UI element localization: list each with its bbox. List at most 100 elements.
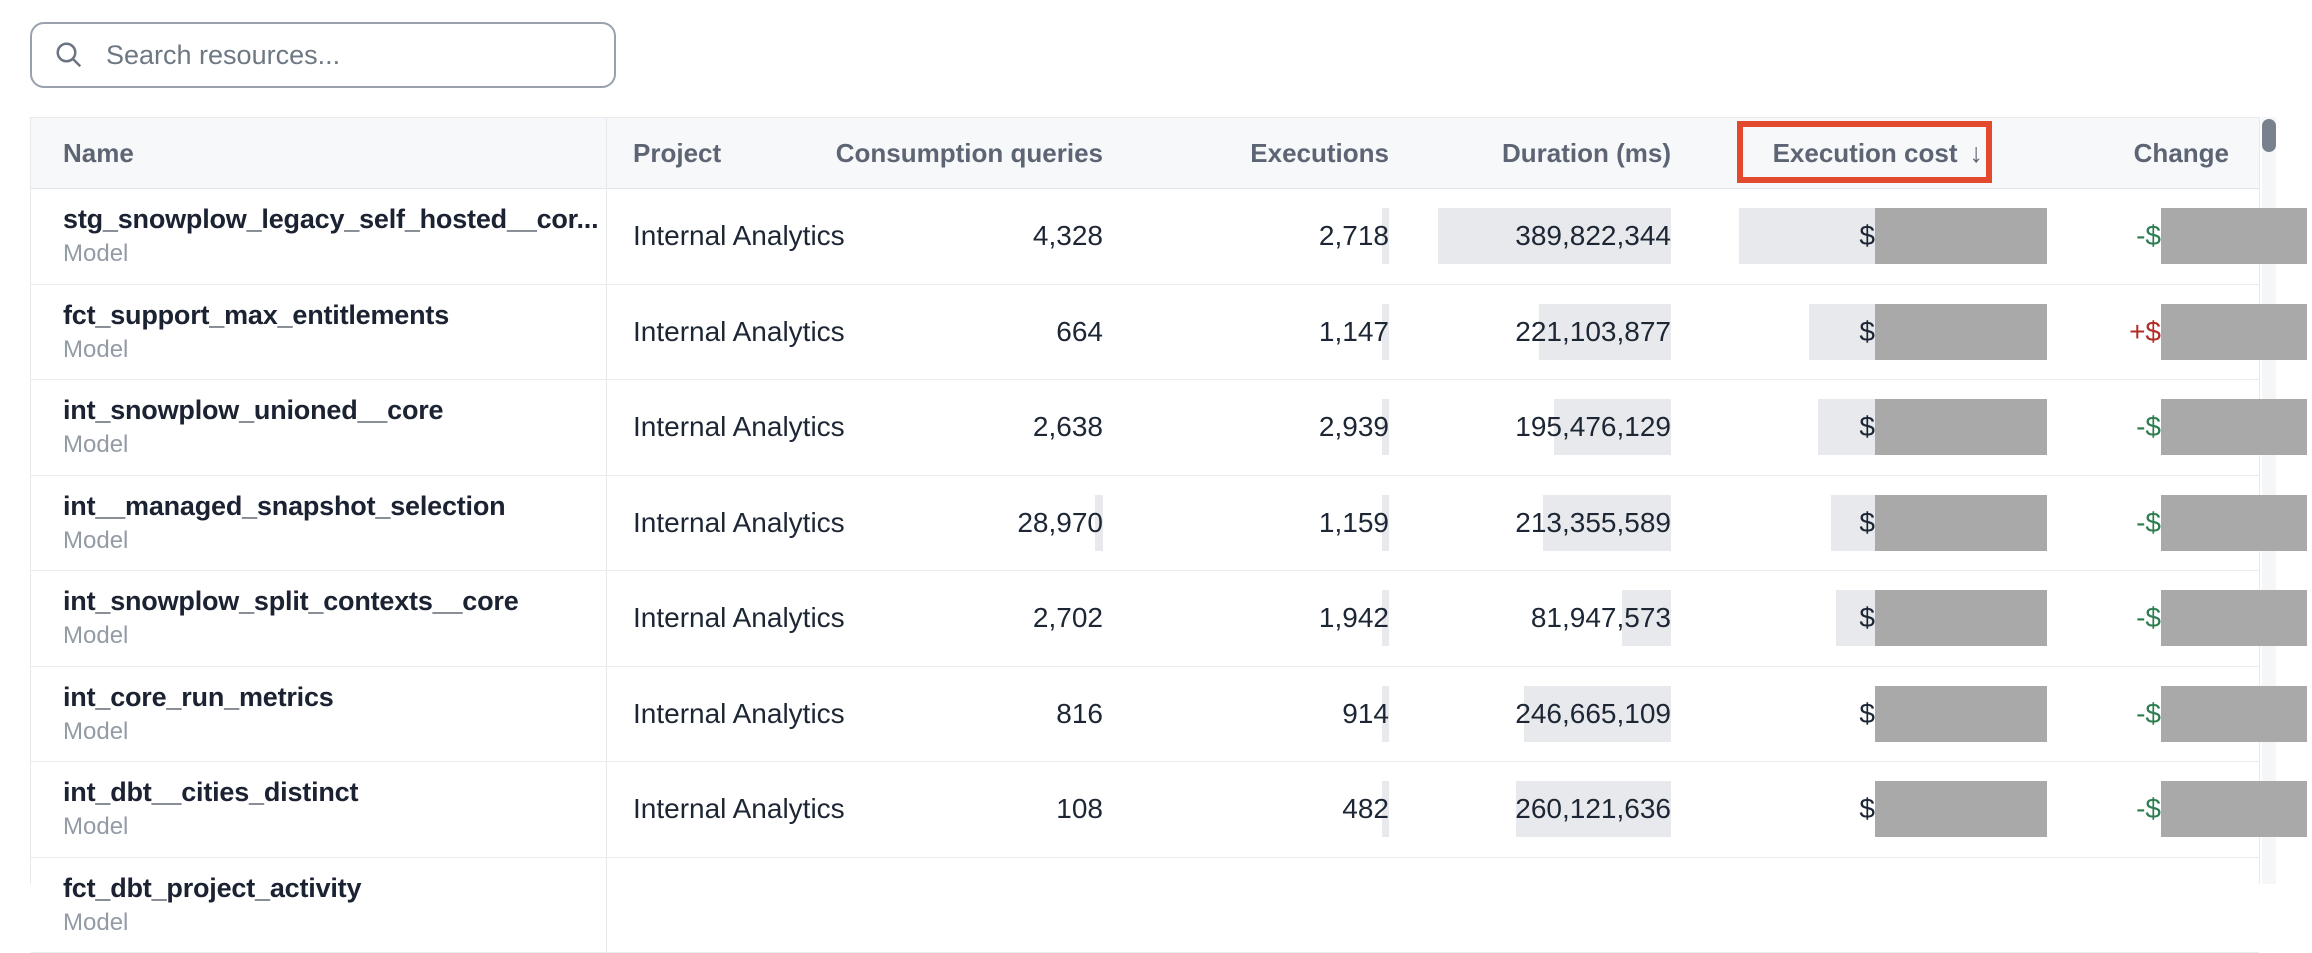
currency-prefix: $ <box>1859 602 1875 634</box>
cell-value: 28,970 <box>1017 507 1103 539</box>
project-cell: Internal Analytics <box>607 476 791 571</box>
column-header-consumption[interactable]: Consumption queries <box>791 118 1103 188</box>
cell-value: 816 <box>1056 698 1103 730</box>
resource-name-link[interactable]: int_snowplow_unioned__core <box>63 393 443 427</box>
duration-cell: 389,822,344 <box>1389 189 1671 284</box>
resource-type-label: Model <box>63 621 128 651</box>
resource-name-link[interactable]: fct_dbt_project_activity <box>63 871 361 905</box>
currency-prefix: $ <box>1859 411 1875 443</box>
column-header-label: Name <box>63 138 134 169</box>
execution-cost-cell: $ <box>1671 571 2047 666</box>
consumption-queries-cell <box>791 858 1103 953</box>
column-header-label: Consumption queries <box>836 138 1103 169</box>
table-header: Name Project Consumption queries Executions… <box>31 118 2259 189</box>
change-sign: +$ <box>2129 316 2161 348</box>
resource-name-link[interactable]: fct_support_max_entitlements <box>63 298 449 332</box>
currency-prefix: $ <box>1859 316 1875 348</box>
column-header-duration[interactable]: Duration (ms) <box>1389 118 1671 188</box>
execution-cost-cell: $ <box>1671 189 2047 284</box>
redaction-box <box>1875 781 2047 837</box>
redaction-box <box>1875 495 2047 551</box>
resource-type-label: Model <box>63 239 128 269</box>
consumption-queries-cell: 4,328 <box>791 189 1103 284</box>
column-header-change[interactable]: Change <box>2047 118 2261 188</box>
consumption-queries-cell: 664 <box>791 285 1103 380</box>
table-row[interactable]: stg_snowplow_legacy_self_hosted__cor...M… <box>31 189 2259 285</box>
redaction-box <box>2161 686 2307 742</box>
consumption-queries-cell: 28,970 <box>791 476 1103 571</box>
execution-cost-cell <box>1671 858 2047 953</box>
redaction-box <box>2161 304 2307 360</box>
redaction-box <box>1875 304 2047 360</box>
change-cell: -$ <box>2047 476 2261 571</box>
executions-cell: 2,939 <box>1103 380 1389 475</box>
cell-value: 195,476,129 <box>1515 411 1671 443</box>
redaction-box <box>1875 686 2047 742</box>
duration-cell <box>1389 858 1671 953</box>
resource-type-label: Model <box>63 430 128 460</box>
change-cell: -$ <box>2047 189 2261 284</box>
cell-value: 2,939 <box>1319 411 1389 443</box>
cell-value: 81,947,573 <box>1531 602 1671 634</box>
executions-cell: 1,942 <box>1103 571 1389 666</box>
currency-prefix: $ <box>1859 507 1875 539</box>
change-cell <box>2047 858 2261 953</box>
duration-cell: 246,665,109 <box>1389 667 1671 762</box>
cell-value: 246,665,109 <box>1515 698 1671 730</box>
heatmap-bar <box>1739 208 1875 264</box>
change-cell: -$ <box>2047 762 2261 857</box>
resource-name-link[interactable]: int__managed_snapshot_selection <box>63 489 505 523</box>
change-sign: -$ <box>2136 602 2161 634</box>
resource-type-label: Model <box>63 812 128 842</box>
resource-name-link[interactable]: int_core_run_metrics <box>63 680 334 714</box>
sort-descending-icon: ↓ <box>1970 138 1984 169</box>
resource-type-label: Model <box>63 335 128 365</box>
resource-type-label: Model <box>63 717 128 747</box>
consumption-queries-cell: 108 <box>791 762 1103 857</box>
resource-name-link[interactable]: int_snowplow_split_contexts__core <box>63 584 519 618</box>
executions-cell <box>1103 858 1389 953</box>
redaction-box <box>2161 495 2307 551</box>
duration-cell: 195,476,129 <box>1389 380 1671 475</box>
consumption-queries-cell: 816 <box>791 667 1103 762</box>
column-header-cost[interactable]: Execution cost↓ <box>1671 118 2047 188</box>
column-header-name[interactable]: Name <box>31 118 607 188</box>
change-sign: -$ <box>2136 698 2161 730</box>
cell-value: 914 <box>1342 698 1389 730</box>
execution-cost-cell: $ <box>1671 476 2047 571</box>
column-header-label: Executions <box>1250 138 1389 169</box>
column-header-executions[interactable]: Executions <box>1103 118 1389 188</box>
project-cell: Internal Analytics <box>607 189 791 284</box>
search-icon <box>54 40 84 70</box>
scrollbar-thumb[interactable] <box>2262 119 2276 152</box>
search-input[interactable] <box>104 39 596 72</box>
search-box[interactable] <box>30 22 616 88</box>
column-header-project[interactable]: Project <box>607 118 791 188</box>
name-cell: stg_snowplow_legacy_self_hosted__cor...M… <box>31 189 607 284</box>
resource-name-link[interactable]: int_dbt__cities_distinct <box>63 775 358 809</box>
cell-value: 108 <box>1056 793 1103 825</box>
resource-name-link[interactable]: stg_snowplow_legacy_self_hosted__cor... <box>63 202 598 236</box>
cell-value: 260,121,636 <box>1515 793 1671 825</box>
change-cell: -$ <box>2047 571 2261 666</box>
cell-value: 4,328 <box>1033 220 1103 252</box>
cell-value: 2,702 <box>1033 602 1103 634</box>
executions-cell: 1,147 <box>1103 285 1389 380</box>
project-cell: Internal Analytics <box>607 285 791 380</box>
change-sign: -$ <box>2136 411 2161 443</box>
redaction-box <box>1875 399 2047 455</box>
currency-prefix: $ <box>1859 220 1875 252</box>
executions-cell: 914 <box>1103 667 1389 762</box>
project-cell: Internal Analytics <box>607 380 791 475</box>
change-cell: -$ <box>2047 667 2261 762</box>
